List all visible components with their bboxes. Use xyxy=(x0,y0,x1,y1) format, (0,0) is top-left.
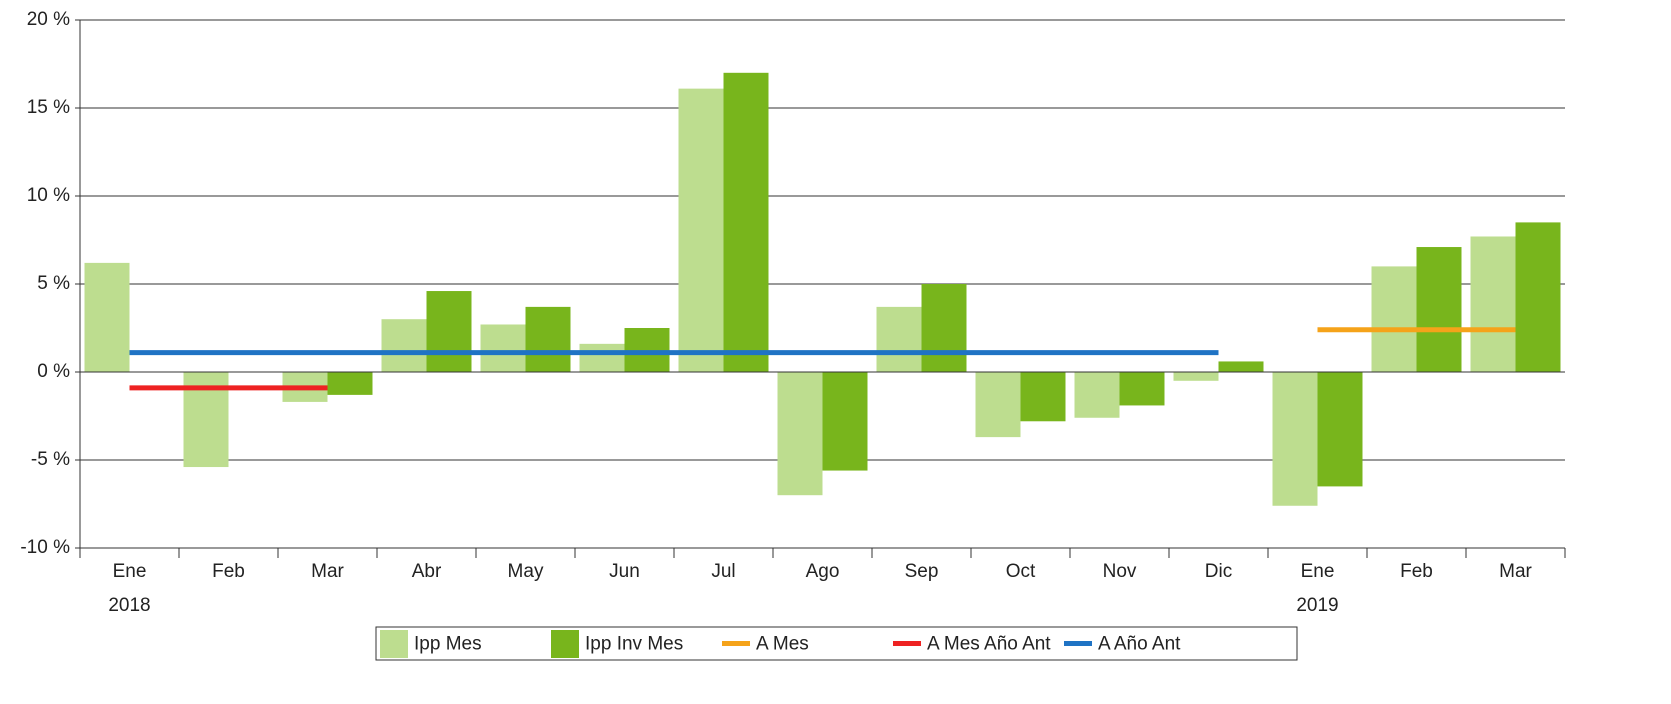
bar xyxy=(678,88,724,372)
y-tick-label: -5 % xyxy=(31,449,70,470)
x-tick-label: Ago xyxy=(806,561,840,582)
bar xyxy=(975,372,1021,438)
bar xyxy=(822,372,868,471)
y-tick-label: 15 % xyxy=(27,97,70,118)
legend-label: A Mes xyxy=(756,634,809,655)
y-tick-label: 20 % xyxy=(27,9,70,30)
y-tick-label: 5 % xyxy=(37,273,70,294)
bar xyxy=(1515,222,1561,372)
x-tick-label: Jun xyxy=(609,561,640,582)
bar xyxy=(1020,372,1066,422)
x-tick-label: Abr xyxy=(412,561,442,582)
bar xyxy=(1317,372,1363,487)
x-tick-label: Oct xyxy=(1006,561,1036,582)
x-tick-label: Feb xyxy=(212,561,245,582)
bar xyxy=(921,284,967,372)
y-tick-label: -10 % xyxy=(20,537,70,558)
legend-label: A Mes Año Ant xyxy=(927,634,1051,655)
x-tick-label: Mar xyxy=(1499,561,1532,582)
bar xyxy=(1470,236,1516,372)
x-tick-label: Ene xyxy=(1301,561,1335,582)
bar xyxy=(327,372,373,395)
bar xyxy=(1119,372,1165,406)
bar xyxy=(624,328,670,372)
bar xyxy=(777,372,823,496)
bar xyxy=(426,291,472,372)
x-tick-label: Ene xyxy=(113,561,147,582)
bar xyxy=(723,72,769,373)
x-tick-label: Nov xyxy=(1103,561,1137,582)
x-tick-label: Sep xyxy=(905,561,939,582)
legend-swatch xyxy=(380,630,408,658)
bar xyxy=(1173,372,1219,381)
legend-label: A Año Ant xyxy=(1098,634,1181,655)
bar xyxy=(1416,247,1462,372)
legend-box xyxy=(375,626,1298,661)
bar xyxy=(1074,372,1120,418)
x-tick-label: Jul xyxy=(711,561,735,582)
year-label: 2019 xyxy=(1296,595,1338,616)
bar xyxy=(876,306,922,372)
bar xyxy=(525,306,571,372)
year-label: 2018 xyxy=(108,595,150,616)
y-tick-label: 0 % xyxy=(37,361,70,382)
bar xyxy=(579,343,625,372)
bar xyxy=(1371,266,1417,372)
y-tick-label: 10 % xyxy=(27,185,70,206)
bar xyxy=(1272,372,1318,506)
legend-label: Ipp Inv Mes xyxy=(585,634,683,655)
x-tick-label: Dic xyxy=(1205,561,1232,582)
bar xyxy=(381,319,427,372)
x-tick-label: May xyxy=(508,561,544,582)
x-tick-label: Mar xyxy=(311,561,344,582)
legend-label: Ipp Mes xyxy=(414,634,482,655)
bar xyxy=(480,324,526,372)
x-tick-label: Feb xyxy=(1400,561,1433,582)
bar xyxy=(1218,361,1264,372)
bar xyxy=(84,262,130,372)
legend-swatch xyxy=(551,630,579,658)
